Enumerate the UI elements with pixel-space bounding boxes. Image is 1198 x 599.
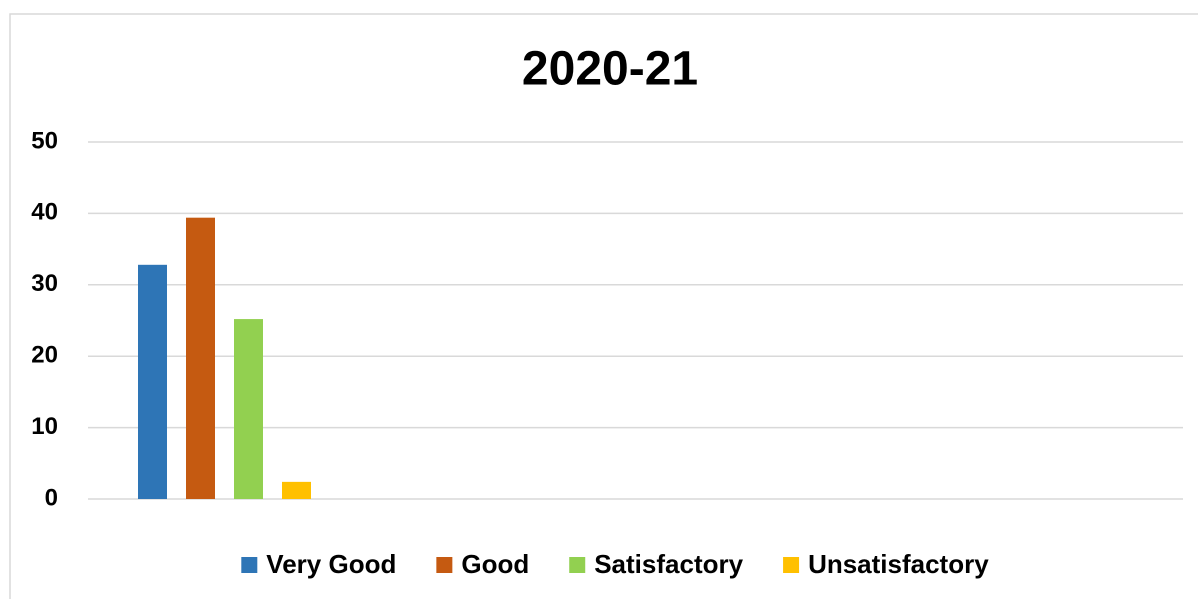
legend-label: Very Good	[266, 549, 396, 579]
legend-swatch	[241, 557, 258, 573]
bar	[234, 319, 263, 499]
y-tick-label: 10	[31, 413, 58, 440]
legend-swatch	[436, 557, 453, 573]
legend-swatch	[569, 557, 586, 573]
bar	[186, 217, 215, 499]
y-tick-label: 20	[31, 342, 58, 369]
y-tick-label: 40	[31, 199, 58, 226]
legend-label: Good	[461, 549, 529, 579]
bar	[282, 481, 311, 499]
legend-label: Unsatisfactory	[808, 549, 989, 579]
y-tick-label: 0	[45, 484, 58, 511]
legend-swatch	[783, 557, 800, 573]
bar	[138, 264, 167, 499]
chart-title: 2020-21	[522, 43, 698, 96]
y-tick-label: 30	[31, 270, 58, 297]
legend-label: Satisfactory	[594, 549, 743, 579]
y-tick-label: 50	[31, 127, 58, 154]
